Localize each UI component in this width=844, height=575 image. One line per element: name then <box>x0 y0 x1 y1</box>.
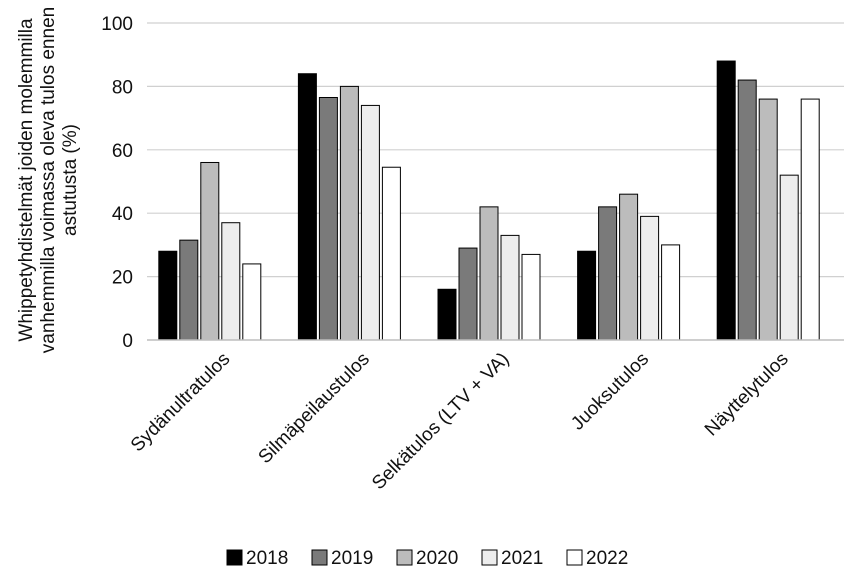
bar <box>800 98 820 341</box>
bar <box>339 85 359 341</box>
bar <box>479 206 499 341</box>
y-axis-label-line: Whippetyhdistelmät joiden molemmilla <box>16 18 37 342</box>
y-tick-label: 60 <box>112 141 133 162</box>
bar <box>221 222 241 341</box>
bar <box>577 250 597 341</box>
category-labels: Sydänultratulos SilmäpeilaustulosSelkätul… <box>127 349 793 494</box>
category-label: Sydänultratulos <box>127 349 234 456</box>
legend-swatch <box>481 549 498 566</box>
legend-swatch <box>566 549 583 566</box>
bar <box>619 193 639 341</box>
category-label: Silmäpeilaustulos <box>255 349 374 468</box>
legend-swatch <box>311 549 328 566</box>
y-tick-label: 40 <box>112 204 133 225</box>
bar <box>437 288 457 341</box>
legend-label: 2020 <box>416 548 458 569</box>
y-axis-label: Whippetyhdistelmät joiden molemmillavanh… <box>16 7 81 353</box>
legend-label: 2022 <box>586 548 628 569</box>
y-axis-label-line: vanhemmilla voimassa oleva tulos ennen <box>38 7 59 353</box>
y-tick-label: 20 <box>112 268 133 289</box>
bar <box>779 174 799 341</box>
bar <box>521 253 541 341</box>
bars <box>158 60 820 341</box>
bar <box>758 98 778 341</box>
bar <box>318 96 338 341</box>
bar <box>297 73 317 341</box>
bar <box>158 250 178 341</box>
bar <box>716 60 736 341</box>
y-tick-label: 0 <box>122 331 133 352</box>
bar <box>598 206 618 341</box>
bar <box>640 215 660 341</box>
category-label: Näyttelytulos <box>701 349 793 441</box>
bar <box>360 104 380 341</box>
y-tick-label: 100 <box>101 14 133 35</box>
legend-label: 2019 <box>331 548 373 569</box>
bar <box>500 234 520 341</box>
y-axis-ticks: 0 20 40 60 80 100 <box>101 14 133 352</box>
legend-label: 2021 <box>501 548 543 569</box>
bar <box>381 166 401 341</box>
bar <box>458 247 478 341</box>
y-tick-label: 80 <box>112 77 133 98</box>
bar <box>661 244 681 341</box>
legend-swatch <box>226 549 243 566</box>
legend-swatch <box>396 549 413 566</box>
bar <box>242 263 262 341</box>
legend: 2018 2019 2020 2021 2022 <box>226 548 628 569</box>
category-label: Juoksutulos <box>567 349 653 435</box>
bar <box>200 161 220 341</box>
category-label: Selkätulos (LTV + VA) <box>368 349 513 494</box>
legend-label: 2018 <box>246 548 288 569</box>
y-axis-label-line: astutusta (%) <box>60 124 81 236</box>
bar <box>179 239 199 341</box>
bar <box>737 79 757 341</box>
